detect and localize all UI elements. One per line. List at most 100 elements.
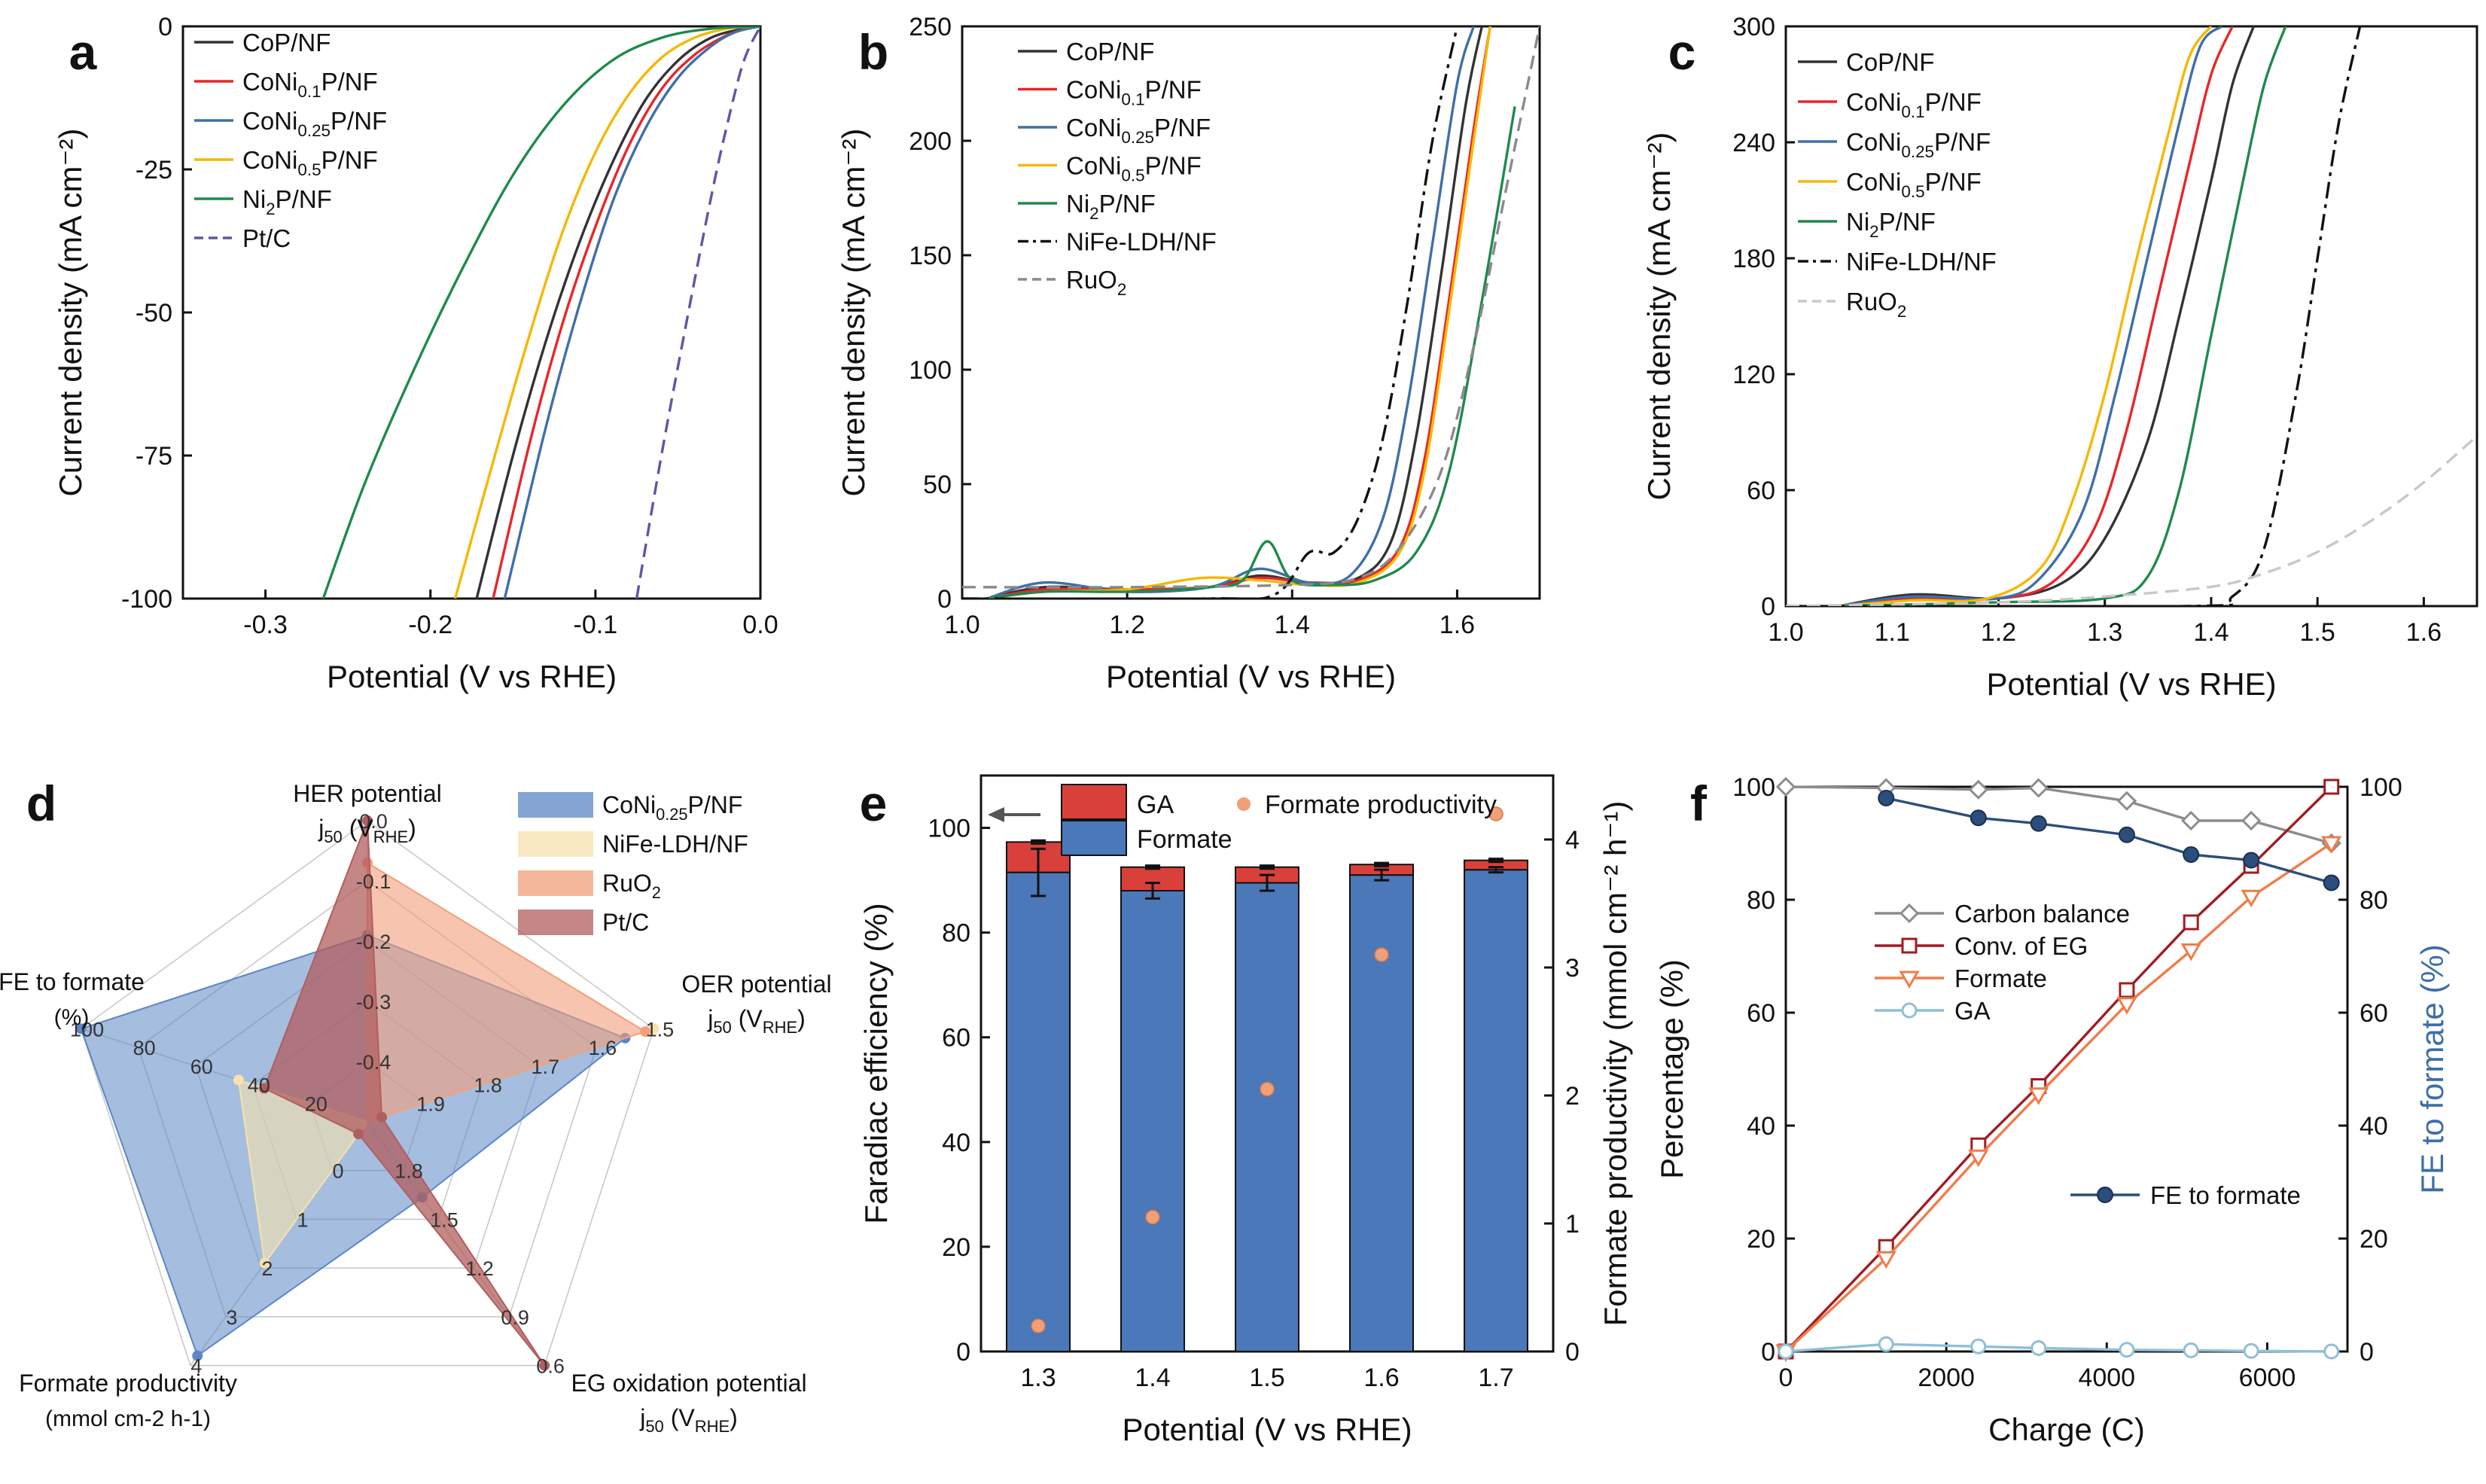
y2-tick-label: 100 <box>2360 773 2402 802</box>
series-group <box>1786 26 2477 606</box>
data-marker <box>1899 903 1920 924</box>
x-tick-label: 1.0 <box>1768 618 1803 647</box>
legend-swatch <box>518 792 593 818</box>
data-marker <box>1878 1336 1894 1352</box>
productivity-point <box>1145 1209 1160 1225</box>
y2-tick-label: 20 <box>2360 1225 2388 1254</box>
series-line <box>986 26 1491 599</box>
radar-tick-label: 1.2 <box>465 1257 494 1280</box>
legend-swatch <box>1237 797 1251 811</box>
x-tick-label: 1.7 <box>1478 1364 1513 1392</box>
series-group <box>321 26 760 599</box>
x-tick-label: -0.1 <box>574 611 618 639</box>
series-group <box>962 26 1540 599</box>
legend-label: Formate productivity <box>1265 791 1497 819</box>
radar-axis-unit: j50 (VRHE) <box>639 1404 738 1436</box>
data-marker <box>2119 982 2135 998</box>
y-tick-label: 40 <box>942 1129 970 1157</box>
data-marker <box>2323 1343 2340 1360</box>
data-marker <box>2183 1342 2199 1358</box>
radar-point <box>259 1083 270 1094</box>
series-line <box>986 26 1483 599</box>
radar-point <box>640 1026 651 1038</box>
series-line <box>1784 842 2332 1353</box>
y-tick-label: -100 <box>121 585 172 614</box>
series-line <box>503 26 760 599</box>
bar-formate <box>1235 882 1299 1353</box>
legend-label: CoNi0.5P/NF <box>1846 168 1982 201</box>
y-axis-title: Faradiac efficiency (%) <box>858 903 894 1223</box>
legend-label: NiFe-LDH/NF <box>602 830 748 858</box>
y-tick-label: 250 <box>909 13 952 41</box>
data-marker <box>2321 836 2342 854</box>
x-tick-label: 6000 <box>2239 1364 2296 1392</box>
legend-label: GA <box>1137 791 1174 819</box>
x-axis-title: Charge (C) <box>1988 1412 2145 1447</box>
radar-point <box>192 1350 203 1361</box>
series-line <box>475 26 760 599</box>
radar-axis-unit: (mmol cm-2 h-1) <box>45 1406 211 1431</box>
data-marker <box>2243 852 2260 869</box>
series-line <box>1839 26 2287 606</box>
y2-tick-label: 40 <box>2360 1112 2388 1141</box>
legend-label: CoNi0.25P/NF <box>602 791 742 824</box>
radar-tick-label: 40 <box>248 1074 270 1097</box>
radar-tick-label: 1 <box>297 1208 308 1231</box>
data-marker <box>2183 914 2199 931</box>
radar-axis-title: OER potential <box>681 971 831 998</box>
y2-axis-title: Formate productivity (mmol cm⁻² h⁻¹) <box>1598 801 1633 1327</box>
x-tick-label: 1.2 <box>1981 618 2016 647</box>
radar-tick-label: 3 <box>226 1306 237 1329</box>
data-marker <box>2028 778 2049 798</box>
legend-label: Ni2P/NF <box>1846 208 1936 241</box>
radar-tick-label: 0 <box>332 1160 343 1183</box>
legend-label: NiFe-LDH/NF <box>1846 248 1997 276</box>
y-tick-label: 0 <box>956 1338 970 1367</box>
data-marker <box>2243 1342 2259 1359</box>
radar-point <box>648 1023 660 1035</box>
data-marker <box>2241 889 2262 908</box>
series-line <box>1785 785 2332 845</box>
series-line <box>962 26 1459 599</box>
x-tick-label: 1.4 <box>1135 1364 1170 1392</box>
productivity-point <box>1488 806 1503 821</box>
radar-tick-label: 20 <box>305 1092 328 1115</box>
legend-label: GA <box>1954 997 1991 1025</box>
plot-frame <box>961 25 1541 600</box>
radar-tick-label: 1.5 <box>430 1208 459 1231</box>
y-tick-label: 0 <box>158 13 172 41</box>
data-marker <box>2183 846 2200 863</box>
data-marker <box>1970 809 1987 827</box>
radar-tick-label: 100 <box>70 1018 104 1041</box>
radar-axis-title: FE to formate <box>0 968 145 995</box>
radar-axis-unit: j50 (VRHE) <box>707 1005 806 1037</box>
series-line <box>962 26 1540 589</box>
panel-d: 0.0 -0.1 -0.2 -0.3 -0.4 1.5 1.6 1.7 1.8 1.9 0.6 0.9… <box>0 776 832 1436</box>
data-marker <box>2323 874 2340 891</box>
data-marker <box>1878 790 1895 806</box>
y-tick-label: -50 <box>136 299 172 328</box>
radar-tick-label: 4 <box>190 1355 202 1378</box>
legend-label: CoP/NF <box>1066 38 1154 66</box>
y-tick-label: 150 <box>909 242 952 270</box>
x-tick-label: 1.2 <box>1110 611 1145 639</box>
y-tick-label: 60 <box>942 1024 970 1053</box>
y2-tick-label: 4 <box>1565 826 1580 855</box>
series-line <box>1786 434 2477 606</box>
data-marker <box>2030 815 2047 832</box>
x-tick-label: 4000 <box>2078 1364 2135 1392</box>
x-axis-title: Potential (V vs RHE) <box>1986 666 2276 702</box>
y-tick-label: 0 <box>1761 593 1775 621</box>
radar-axis-unit: j50 (VRHE) <box>318 815 416 846</box>
data-marker <box>2028 1087 2049 1105</box>
legend-label: Ni2P/NF <box>242 185 332 218</box>
legend-label: Conv. of EG <box>1954 932 2088 960</box>
x-axis-title: Potential (V vs RHE) <box>1106 659 1396 694</box>
y2-tick-label: 0 <box>2360 1338 2374 1367</box>
legend-label: RuO2 <box>1846 288 1906 321</box>
y-axis-title: Current density (mA cm⁻²) <box>836 129 871 497</box>
data-marker <box>2119 1342 2135 1358</box>
series-line <box>1785 1342 2332 1353</box>
legend-label: Ni2P/NF <box>1066 190 1156 223</box>
legend-swatch <box>518 870 593 896</box>
